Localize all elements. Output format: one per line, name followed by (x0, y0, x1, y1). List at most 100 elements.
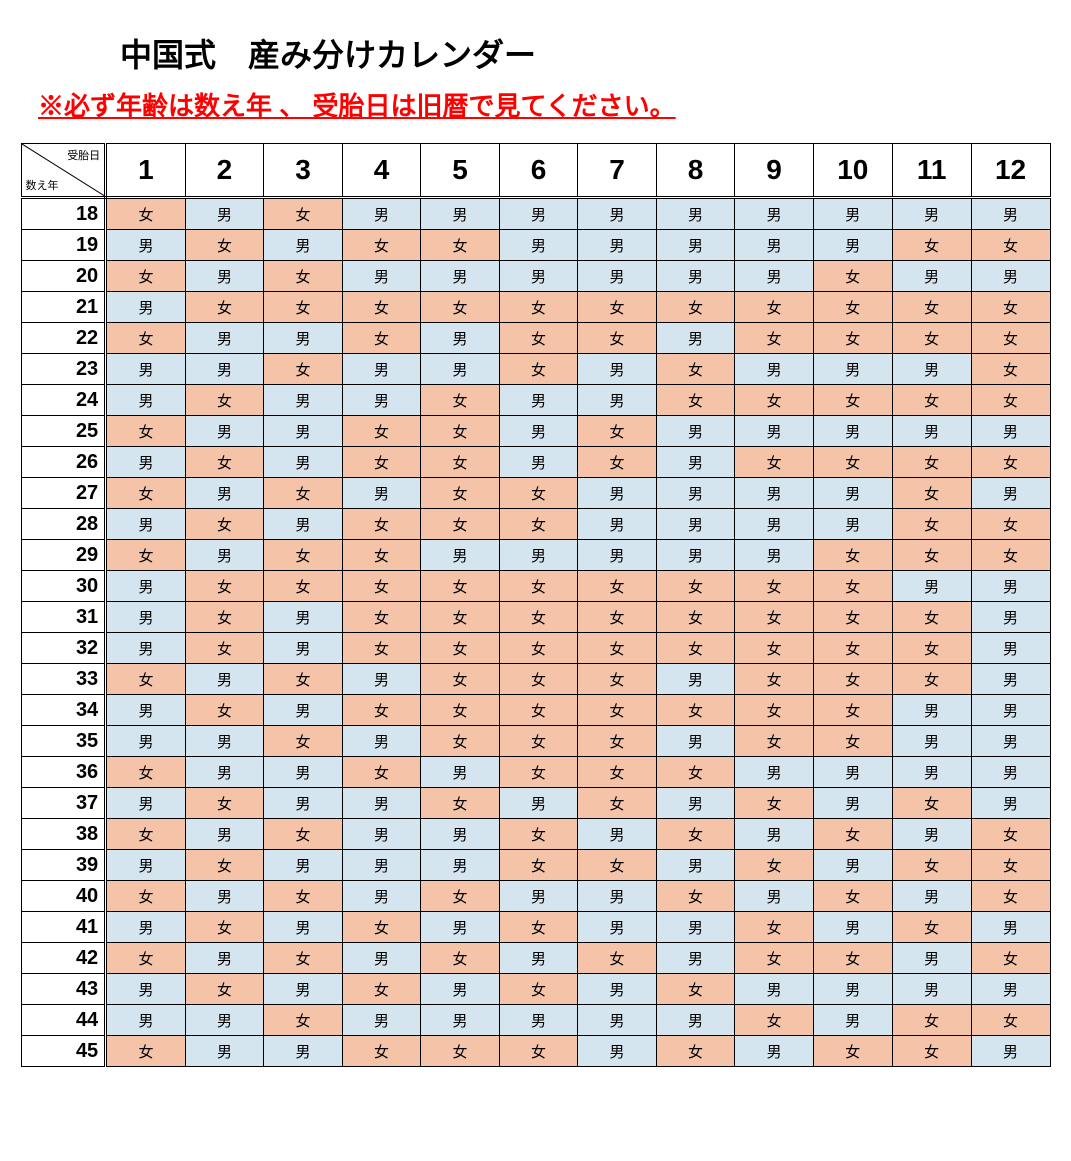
gender-cell: 男 (185, 198, 264, 230)
gender-cell: 男 (656, 1005, 735, 1036)
gender-cell: 男 (106, 447, 186, 478)
gender-cell: 女 (421, 881, 500, 912)
gender-cell: 男 (656, 726, 735, 757)
gender-cell: 女 (264, 1005, 343, 1036)
gender-cell: 男 (185, 478, 264, 509)
gender-cell: 女 (185, 695, 264, 726)
age-cell: 19 (21, 230, 106, 261)
gender-cell: 男 (499, 943, 578, 974)
gender-cell: 女 (421, 695, 500, 726)
table-row: 30男女女女女女女女女女男男 (21, 571, 1050, 602)
gender-cell: 男 (971, 974, 1050, 1005)
age-cell: 21 (21, 292, 106, 323)
gender-cell: 女 (185, 788, 264, 819)
gender-cell: 女 (892, 292, 971, 323)
gender-cell: 女 (342, 695, 421, 726)
gender-cell: 女 (499, 912, 578, 943)
gender-cell: 男 (735, 1036, 814, 1067)
gender-cell: 男 (342, 385, 421, 416)
gender-cell: 女 (499, 323, 578, 354)
gender-cell: 女 (342, 1036, 421, 1067)
gender-cell: 男 (578, 198, 657, 230)
age-cell: 28 (21, 509, 106, 540)
gender-cell: 女 (264, 726, 343, 757)
age-cell: 29 (21, 540, 106, 571)
gender-cell: 男 (106, 695, 186, 726)
gender-cell: 男 (185, 757, 264, 788)
gender-cell: 女 (735, 850, 814, 881)
gender-cell: 女 (656, 974, 735, 1005)
gender-cell: 女 (342, 571, 421, 602)
gender-cell: 女 (578, 323, 657, 354)
gender-cell: 男 (971, 788, 1050, 819)
gender-cell: 女 (106, 478, 186, 509)
corner-header: 受胎日 数え年 (21, 144, 106, 198)
gender-cell: 女 (735, 292, 814, 323)
gender-cell: 女 (892, 633, 971, 664)
gender-cell: 男 (264, 230, 343, 261)
gender-cell: 女 (656, 292, 735, 323)
gender-cell: 女 (342, 416, 421, 447)
gender-cell: 男 (656, 323, 735, 354)
gender-cell: 男 (735, 416, 814, 447)
gender-cell: 女 (813, 261, 892, 292)
table-row: 32男女男女女女女女女女女男 (21, 633, 1050, 664)
gender-cell: 女 (971, 819, 1050, 850)
gender-cell: 男 (421, 757, 500, 788)
age-cell: 25 (21, 416, 106, 447)
gender-cell: 男 (813, 478, 892, 509)
gender-cell: 女 (185, 385, 264, 416)
gender-cell: 男 (264, 602, 343, 633)
gender-cell: 男 (735, 354, 814, 385)
gender-cell: 女 (971, 292, 1050, 323)
gender-cell: 男 (892, 726, 971, 757)
age-cell: 33 (21, 664, 106, 695)
table-row: 41男女男女男女男男女男女男 (21, 912, 1050, 943)
gender-cell: 女 (971, 447, 1050, 478)
age-cell: 22 (21, 323, 106, 354)
gender-cell: 女 (971, 943, 1050, 974)
gender-cell: 女 (185, 509, 264, 540)
gender-cell: 女 (971, 509, 1050, 540)
gender-cell: 女 (813, 602, 892, 633)
gender-cell: 男 (264, 757, 343, 788)
table-row: 39男女男男男女女男女男女女 (21, 850, 1050, 881)
gender-cell: 女 (264, 292, 343, 323)
age-cell: 41 (21, 912, 106, 943)
gender-cell: 女 (892, 385, 971, 416)
gender-cell: 女 (735, 943, 814, 974)
gender-cell: 女 (499, 695, 578, 726)
gender-cell: 男 (656, 261, 735, 292)
gender-cell: 男 (106, 850, 186, 881)
gender-cell: 男 (106, 292, 186, 323)
gender-cell: 男 (185, 819, 264, 850)
age-cell: 39 (21, 850, 106, 881)
age-cell: 43 (21, 974, 106, 1005)
gender-cell: 男 (499, 261, 578, 292)
gender-cell: 男 (499, 881, 578, 912)
gender-cell: 男 (342, 1005, 421, 1036)
gender-cell: 男 (578, 354, 657, 385)
gender-cell: 女 (971, 354, 1050, 385)
gender-cell: 女 (499, 974, 578, 1005)
gender-cell: 女 (106, 664, 186, 695)
month-header: 3 (264, 144, 343, 198)
gender-cell: 女 (892, 602, 971, 633)
gender-cell: 女 (656, 1036, 735, 1067)
gender-cell: 女 (656, 571, 735, 602)
gender-cell: 女 (813, 726, 892, 757)
gender-cell: 男 (264, 447, 343, 478)
gender-cell: 男 (342, 943, 421, 974)
gender-cell: 女 (971, 385, 1050, 416)
table-row: 44男男女男男男男男女男女女 (21, 1005, 1050, 1036)
gender-cell: 男 (185, 1005, 264, 1036)
gender-cell: 女 (185, 850, 264, 881)
gender-cell: 男 (106, 912, 186, 943)
gender-cell: 男 (578, 261, 657, 292)
gender-cell: 女 (421, 1036, 500, 1067)
gender-cell: 男 (971, 416, 1050, 447)
gender-cell: 女 (421, 416, 500, 447)
gender-cell: 男 (499, 385, 578, 416)
gender-cell: 女 (735, 385, 814, 416)
age-cell: 30 (21, 571, 106, 602)
